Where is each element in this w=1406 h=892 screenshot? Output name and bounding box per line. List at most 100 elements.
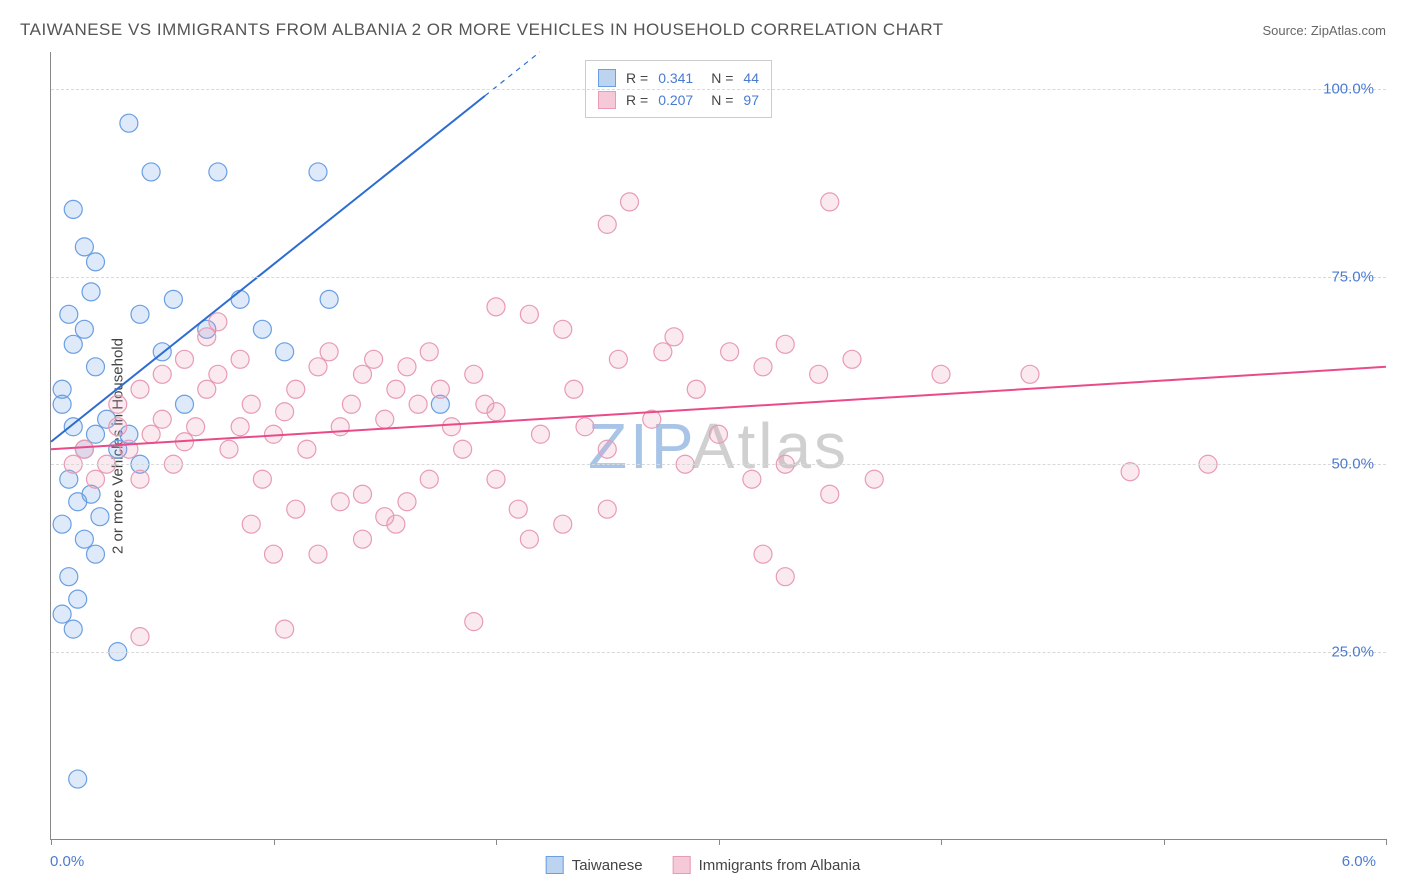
scatter-point bbox=[142, 163, 160, 181]
scatter-point bbox=[265, 545, 283, 563]
scatter-point bbox=[554, 320, 572, 338]
scatter-point bbox=[598, 500, 616, 518]
gridline bbox=[51, 89, 1386, 90]
scatter-point bbox=[1021, 365, 1039, 383]
scatter-point bbox=[69, 770, 87, 788]
scatter-point bbox=[64, 200, 82, 218]
scatter-point bbox=[209, 163, 227, 181]
scatter-point bbox=[398, 358, 416, 376]
scatter-point bbox=[754, 545, 772, 563]
scatter-point bbox=[843, 350, 861, 368]
scatter-point bbox=[176, 350, 194, 368]
stats-legend-row: R = 0.341 N = 44 bbox=[598, 67, 759, 89]
scatter-point bbox=[253, 470, 271, 488]
scatter-point bbox=[721, 343, 739, 361]
legend-swatch bbox=[546, 856, 564, 874]
scatter-point bbox=[776, 335, 794, 353]
gridline bbox=[51, 652, 1386, 653]
n-label: N = bbox=[711, 92, 733, 108]
gridline bbox=[51, 464, 1386, 465]
r-value: 0.341 bbox=[658, 70, 693, 86]
series-legend-item: Immigrants from Albania bbox=[673, 856, 861, 874]
scatter-point bbox=[309, 163, 327, 181]
y-tick-label: 25.0% bbox=[1331, 643, 1374, 660]
scatter-point bbox=[187, 418, 205, 436]
scatter-point bbox=[75, 530, 93, 548]
scatter-point bbox=[520, 530, 538, 548]
gridline bbox=[51, 277, 1386, 278]
scatter-point bbox=[776, 568, 794, 586]
scatter-point bbox=[810, 365, 828, 383]
plot-svg bbox=[51, 52, 1386, 839]
scatter-point bbox=[242, 395, 260, 413]
scatter-point bbox=[354, 365, 372, 383]
scatter-point bbox=[565, 380, 583, 398]
scatter-point bbox=[287, 380, 305, 398]
scatter-point bbox=[53, 380, 71, 398]
scatter-point bbox=[220, 440, 238, 458]
scatter-point bbox=[331, 418, 349, 436]
scatter-point bbox=[131, 305, 149, 323]
scatter-point bbox=[276, 343, 294, 361]
scatter-point bbox=[64, 418, 82, 436]
scatter-point bbox=[443, 418, 461, 436]
scatter-point bbox=[487, 470, 505, 488]
scatter-point bbox=[354, 485, 372, 503]
x-axis-end-label: 6.0% bbox=[1342, 853, 1376, 870]
scatter-point bbox=[82, 283, 100, 301]
n-label: N = bbox=[711, 70, 733, 86]
scatter-point bbox=[932, 365, 950, 383]
scatter-point bbox=[209, 365, 227, 383]
scatter-point bbox=[554, 515, 572, 533]
x-tick bbox=[274, 839, 275, 845]
scatter-point bbox=[120, 114, 138, 132]
scatter-point bbox=[532, 425, 550, 443]
scatter-point bbox=[60, 305, 78, 323]
scatter-point bbox=[1121, 463, 1139, 481]
legend-swatch bbox=[598, 69, 616, 87]
scatter-point bbox=[231, 418, 249, 436]
scatter-point bbox=[865, 470, 883, 488]
scatter-point bbox=[176, 395, 194, 413]
scatter-point bbox=[109, 418, 127, 436]
n-value: 44 bbox=[743, 70, 759, 86]
series-legend: Taiwanese Immigrants from Albania bbox=[546, 856, 861, 874]
series-legend-label: Taiwanese bbox=[572, 857, 643, 874]
scatter-point bbox=[821, 485, 839, 503]
scatter-point bbox=[87, 253, 105, 271]
scatter-point bbox=[91, 508, 109, 526]
scatter-point bbox=[320, 290, 338, 308]
x-tick bbox=[719, 839, 720, 845]
scatter-point bbox=[520, 305, 538, 323]
r-value: 0.207 bbox=[658, 92, 693, 108]
scatter-point bbox=[354, 530, 372, 548]
scatter-point bbox=[821, 193, 839, 211]
scatter-point bbox=[320, 343, 338, 361]
series-legend-label: Immigrants from Albania bbox=[699, 857, 861, 874]
scatter-point bbox=[365, 350, 383, 368]
regression-line bbox=[51, 96, 485, 442]
scatter-point bbox=[131, 380, 149, 398]
scatter-point bbox=[75, 440, 93, 458]
x-tick bbox=[496, 839, 497, 845]
y-tick-label: 100.0% bbox=[1323, 81, 1374, 98]
scatter-point bbox=[153, 410, 171, 428]
scatter-point bbox=[120, 440, 138, 458]
scatter-point bbox=[487, 298, 505, 316]
scatter-point bbox=[287, 500, 305, 518]
scatter-point bbox=[60, 568, 78, 586]
scatter-point bbox=[376, 410, 394, 428]
scatter-point bbox=[420, 343, 438, 361]
scatter-point bbox=[276, 620, 294, 638]
scatter-point bbox=[75, 238, 93, 256]
scatter-point bbox=[64, 335, 82, 353]
y-tick-label: 75.0% bbox=[1331, 268, 1374, 285]
scatter-point bbox=[509, 500, 527, 518]
scatter-point bbox=[53, 515, 71, 533]
scatter-point bbox=[465, 365, 483, 383]
scatter-point bbox=[387, 380, 405, 398]
scatter-point bbox=[665, 328, 683, 346]
scatter-point bbox=[743, 470, 761, 488]
n-value: 97 bbox=[743, 92, 759, 108]
scatter-point bbox=[465, 613, 483, 631]
